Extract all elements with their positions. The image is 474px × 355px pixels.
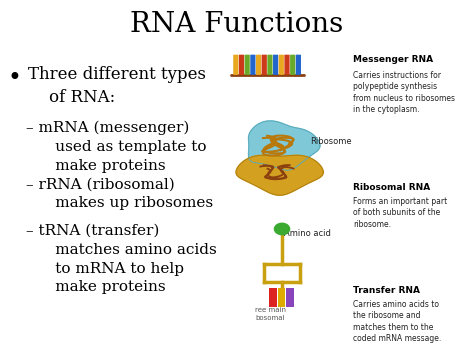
FancyBboxPatch shape [279, 55, 284, 75]
FancyBboxPatch shape [286, 288, 294, 307]
FancyBboxPatch shape [269, 288, 277, 307]
FancyBboxPatch shape [262, 55, 267, 75]
FancyBboxPatch shape [278, 288, 285, 307]
Text: RNA Functions: RNA Functions [130, 11, 344, 38]
Polygon shape [236, 155, 323, 195]
Text: Carries instructions for
polypeptide synthesis
from nucleus to ribosomes
in the : Carries instructions for polypeptide syn… [353, 71, 455, 114]
Polygon shape [248, 121, 320, 170]
Text: Amino acid: Amino acid [284, 229, 331, 238]
Text: ree main
bosomal: ree main bosomal [255, 307, 286, 321]
FancyBboxPatch shape [267, 55, 273, 75]
Text: Forms an important part
of both subunits of the
ribosome.: Forms an important part of both subunits… [353, 197, 447, 229]
FancyBboxPatch shape [245, 55, 250, 75]
FancyBboxPatch shape [290, 55, 295, 75]
Text: – mRNA (messenger)
      used as template to
      make proteins: – mRNA (messenger) used as template to m… [26, 121, 207, 173]
Text: – tRNA (transfer)
      matches amino acids
      to mRNA to help
      make pro: – tRNA (transfer) matches amino acids to… [26, 224, 217, 295]
FancyBboxPatch shape [239, 55, 244, 75]
Circle shape [274, 223, 290, 235]
FancyBboxPatch shape [250, 55, 255, 75]
FancyBboxPatch shape [233, 55, 238, 75]
Text: Messenger RNA: Messenger RNA [353, 55, 433, 64]
FancyBboxPatch shape [256, 55, 261, 75]
Text: Transfer RNA: Transfer RNA [353, 286, 420, 295]
Text: Ribosome: Ribosome [310, 137, 352, 146]
Text: •: • [7, 66, 21, 90]
Text: Three different types
    of RNA:: Three different types of RNA: [28, 66, 207, 105]
Text: – rRNA (ribosomal)
      makes up ribosomes: – rRNA (ribosomal) makes up ribosomes [26, 178, 213, 211]
FancyBboxPatch shape [273, 55, 278, 75]
Text: Ribosomal RNA: Ribosomal RNA [353, 183, 430, 192]
FancyBboxPatch shape [284, 55, 290, 75]
Text: Carries amino acids to
the ribosome and
matches them to the
coded mRNA message.: Carries amino acids to the ribosome and … [353, 300, 441, 343]
FancyBboxPatch shape [296, 55, 301, 75]
